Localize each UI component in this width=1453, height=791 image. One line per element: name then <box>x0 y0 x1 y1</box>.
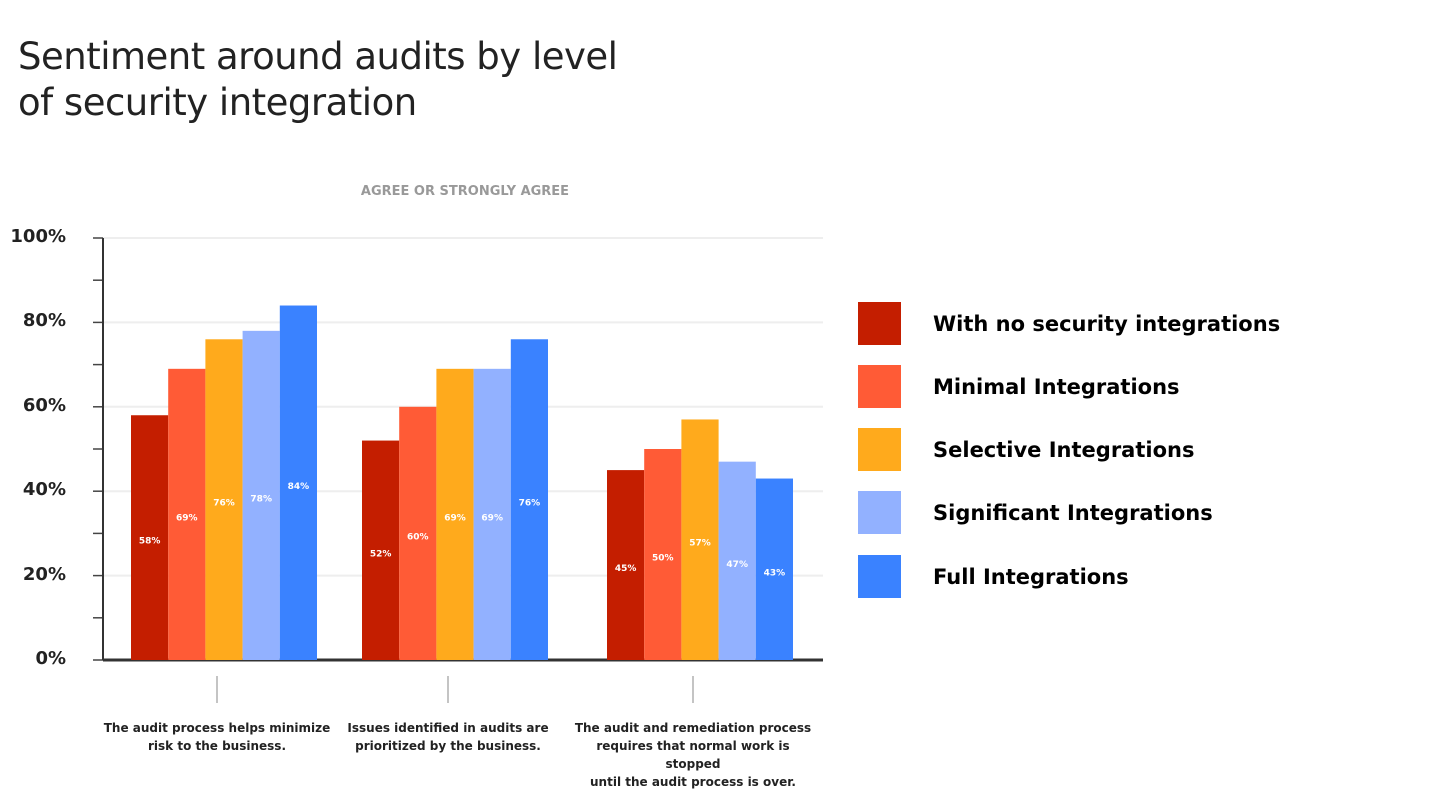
data-label: 76% <box>519 499 541 509</box>
bar <box>279 305 317 660</box>
bar <box>131 415 169 660</box>
legend-swatch <box>858 302 901 345</box>
bar <box>681 419 719 660</box>
data-label: 60% <box>407 532 429 542</box>
data-label: 52% <box>370 549 392 559</box>
data-label: 78% <box>250 494 272 504</box>
y-tick-label: 80% <box>22 310 66 332</box>
chart-title: Sentiment around audits by level of secu… <box>18 34 618 126</box>
legend-swatch <box>858 491 901 534</box>
legend-item: Full Integrations <box>858 555 1129 598</box>
bar <box>755 478 793 660</box>
data-label: 57% <box>689 539 711 549</box>
bar <box>718 461 756 660</box>
y-tick-label: 100% <box>10 226 66 247</box>
bar <box>510 339 548 660</box>
data-label: 84% <box>288 482 310 492</box>
y-tick-label: 40% <box>22 479 66 501</box>
category-label-line: prioritized by the business. <box>355 739 541 753</box>
bar <box>205 339 243 660</box>
legend-item: Significant Integrations <box>858 491 1213 534</box>
data-label: 58% <box>139 537 161 547</box>
data-label: 69% <box>444 513 466 523</box>
legend-item: Selective Integrations <box>858 428 1194 471</box>
category-label-line: Issues identified in audits are <box>347 721 549 735</box>
data-label: 76% <box>213 499 235 509</box>
y-tick-label: 0% <box>35 648 66 669</box>
title-line: of security integration <box>18 81 417 124</box>
y-tick-label: 60% <box>22 394 66 416</box>
legend-label: With no security integrations <box>933 311 1281 336</box>
category-label-line: The audit and remediation process <box>574 721 812 735</box>
y-tick-label: 20% <box>22 563 66 585</box>
legend-swatch <box>858 365 901 408</box>
category-label-line: until the audit process is over. <box>590 775 796 789</box>
chart-subtitle: AGREE OR STRONGLY AGREE <box>360 184 570 199</box>
bar <box>436 368 474 660</box>
bar <box>607 470 645 660</box>
data-label: 69% <box>176 513 198 523</box>
legend-label: Full Integrations <box>933 564 1129 589</box>
title-line: Sentiment around audits by level <box>18 35 618 78</box>
category-label-line: The audit process helps minimize <box>103 721 331 735</box>
bar <box>242 330 280 660</box>
legend-label: Selective Integrations <box>933 437 1195 462</box>
legend-item: With no security integrations <box>858 302 1280 345</box>
data-label: 69% <box>481 513 503 523</box>
legend-label: Significant Integrations <box>933 500 1213 525</box>
category-label-line: risk to the business. <box>148 739 286 753</box>
legend-swatch <box>858 555 901 598</box>
legend-label: Minimal Integrations <box>933 374 1180 399</box>
category-label: The audit and remediation process require… <box>573 719 813 791</box>
bar <box>399 406 437 660</box>
legend-item: Minimal Integrations <box>858 365 1180 408</box>
legend-swatch <box>858 428 901 471</box>
bar <box>168 368 206 660</box>
data-label: 50% <box>652 554 674 564</box>
bar <box>473 368 511 660</box>
data-label: 45% <box>615 564 637 574</box>
data-label: 47% <box>726 560 748 570</box>
bar <box>644 449 682 660</box>
category-label: The audit process helps minimize risk to … <box>97 719 337 755</box>
bar <box>362 440 400 660</box>
data-label: 43% <box>764 568 786 578</box>
category-label: Issues identified in audits are prioritiz… <box>328 719 568 755</box>
category-label-line: requires that normal work is stopped <box>596 739 790 771</box>
